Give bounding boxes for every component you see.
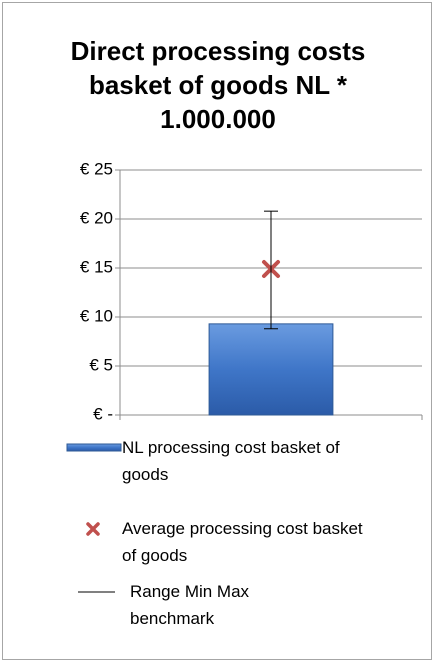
legend-swatch	[66, 443, 122, 452]
legend-label: Average processing cost basket of goods	[122, 519, 363, 565]
y-tick-label: € 20	[80, 208, 113, 227]
chart-title: Direct processing costs basket of goods …	[70, 36, 366, 134]
y-tick-label: € -	[93, 404, 113, 423]
y-tick-label: € 25	[80, 159, 113, 178]
y-tick-label: € 5	[89, 355, 113, 374]
y-tick-label: € 10	[80, 306, 113, 325]
legend-swatch	[86, 522, 100, 536]
legend-label: Range Min Max benchmark	[130, 582, 250, 628]
legend-label: NL processing cost basket of goods	[122, 438, 340, 484]
bar	[208, 323, 334, 416]
y-tick-label: € 15	[80, 257, 113, 276]
